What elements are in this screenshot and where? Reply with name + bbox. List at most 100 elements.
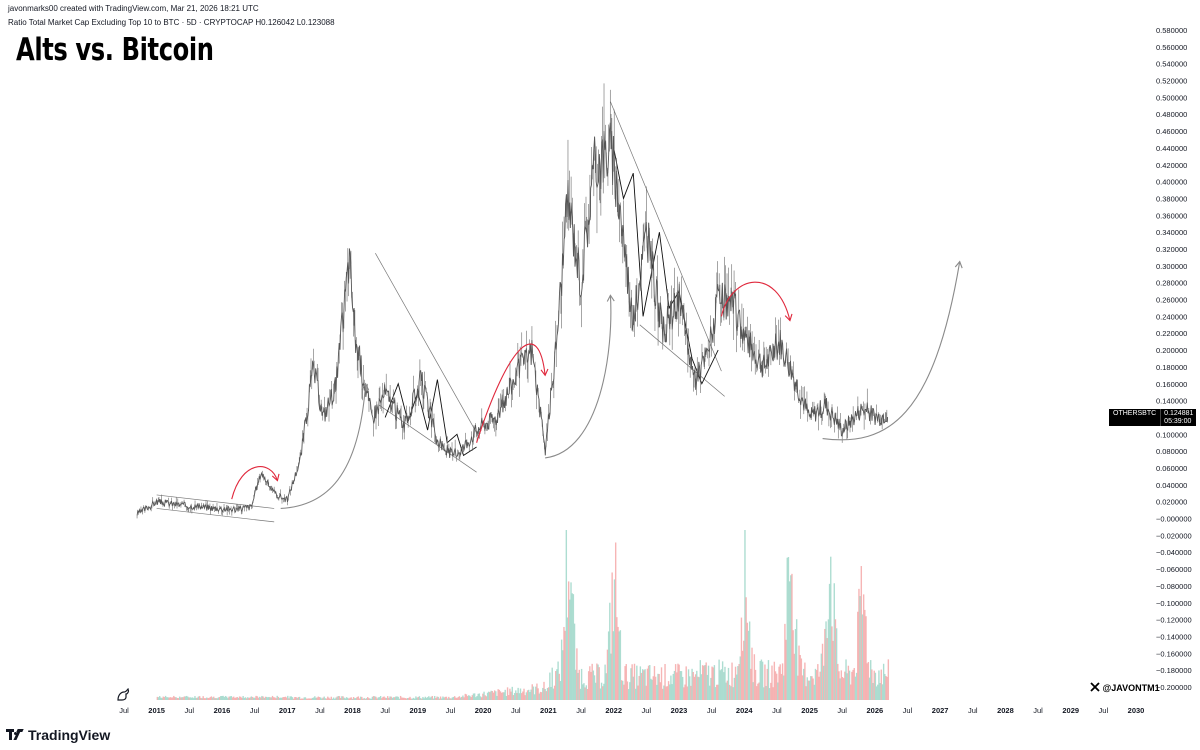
volume-bar	[375, 696, 377, 700]
volume-bar	[859, 596, 861, 700]
volume-bar	[489, 692, 491, 700]
volume-bar	[824, 628, 826, 700]
volume-bar	[525, 692, 528, 700]
time-tick-label: Jul	[576, 706, 586, 715]
volume-bar	[753, 654, 756, 700]
volume-bar	[295, 696, 297, 700]
volume-bar	[282, 697, 284, 700]
price-line	[136, 122, 889, 516]
volume-bar	[457, 697, 459, 700]
volume-bar	[298, 696, 301, 700]
volume-bar	[228, 696, 230, 700]
price-tick-label: 0.280000	[1156, 279, 1187, 288]
badge-countdown: 05:39:00	[1164, 418, 1192, 425]
volume-bar	[261, 695, 263, 700]
volume-bar	[242, 696, 244, 700]
volume-bar	[213, 696, 215, 700]
volume-bar	[577, 672, 579, 700]
dino-icon	[117, 688, 130, 701]
volume-bar	[544, 688, 546, 700]
volume-bar	[224, 695, 227, 700]
volume-bar	[274, 697, 276, 700]
volume-bar	[157, 697, 160, 700]
volume-bar	[607, 631, 610, 700]
price-tick-label: 0.220000	[1156, 329, 1187, 338]
volume-bar	[384, 697, 387, 700]
volume-bar	[801, 675, 804, 700]
price-tick-label: −0.060000	[1156, 565, 1192, 574]
volume-bar	[661, 688, 664, 700]
volume-bar	[862, 594, 865, 700]
volume-bar	[847, 665, 850, 700]
volume-bar	[533, 694, 536, 700]
volume-bar	[502, 692, 504, 700]
volume-bar	[419, 698, 422, 700]
volume-bar	[618, 631, 620, 700]
volume-bar	[422, 696, 424, 700]
volume-bar	[835, 628, 838, 700]
volume-bar	[724, 666, 726, 700]
trendline	[156, 494, 275, 509]
volume-bar	[848, 670, 851, 700]
volume-bar	[167, 697, 169, 700]
volume-bar	[873, 670, 875, 700]
trendline	[610, 101, 722, 372]
last-price-badge: OTHERSBTC 0.124881 05:39:00	[1109, 409, 1197, 426]
volume-bar	[771, 665, 773, 700]
volume-bar	[324, 698, 327, 700]
volume-bar	[453, 696, 456, 700]
volume-bar	[337, 696, 340, 700]
volume-bar	[885, 675, 887, 700]
volume-bar	[490, 690, 492, 700]
volume-bar	[308, 698, 310, 700]
volume-bar	[426, 697, 429, 700]
volume-bar	[349, 697, 351, 700]
volume-bar	[345, 697, 348, 700]
volume-bar	[341, 696, 343, 700]
price-tick-label: −0.000000	[1156, 515, 1192, 524]
volume-bar	[267, 697, 269, 700]
volume-bar	[479, 696, 482, 700]
volume-bar	[850, 684, 852, 700]
brand-text: TradingView	[28, 727, 111, 743]
volume-bar	[746, 622, 749, 700]
volume-bar	[680, 671, 683, 700]
volume-bar	[597, 664, 599, 700]
volume-bar	[803, 668, 805, 700]
volume-bar	[401, 697, 403, 700]
time-tick-label: 2016	[214, 706, 231, 715]
volume-bar	[283, 697, 285, 700]
volume-bar	[445, 696, 448, 700]
volume-bar	[417, 696, 419, 700]
volume-bar	[359, 696, 362, 700]
time-tick-label: Jul	[446, 706, 456, 715]
volume-bar	[834, 619, 837, 700]
volume-bar	[710, 677, 712, 700]
volume-bar	[203, 698, 206, 700]
watermark-handle: @JAVONTM1	[1090, 682, 1160, 693]
volume-bar	[223, 697, 226, 700]
volume-bar	[356, 696, 358, 700]
volume-bar	[721, 661, 724, 700]
volume-bar	[176, 697, 179, 700]
volume-bar	[606, 649, 609, 700]
volume-bar	[629, 682, 631, 700]
handle-text: @JAVONTM1	[1102, 683, 1160, 693]
volume-bar	[394, 697, 396, 700]
volume-bar	[602, 686, 604, 700]
time-tick-label: 2022	[605, 706, 622, 715]
volume-bar	[741, 650, 744, 700]
volume-bar	[775, 673, 778, 700]
time-tick-label: Jul	[903, 706, 913, 715]
volume-bar	[388, 697, 390, 700]
volume-bar	[485, 696, 488, 700]
volume-bar	[609, 602, 611, 700]
volume-bar	[190, 697, 193, 700]
volume-bar	[194, 696, 196, 700]
volume-bar	[229, 696, 231, 700]
volume-bar	[452, 696, 455, 700]
volume-bar	[304, 697, 307, 700]
volume-bar	[263, 697, 265, 700]
tradingview-brand[interactable]: TradingView	[6, 727, 110, 743]
